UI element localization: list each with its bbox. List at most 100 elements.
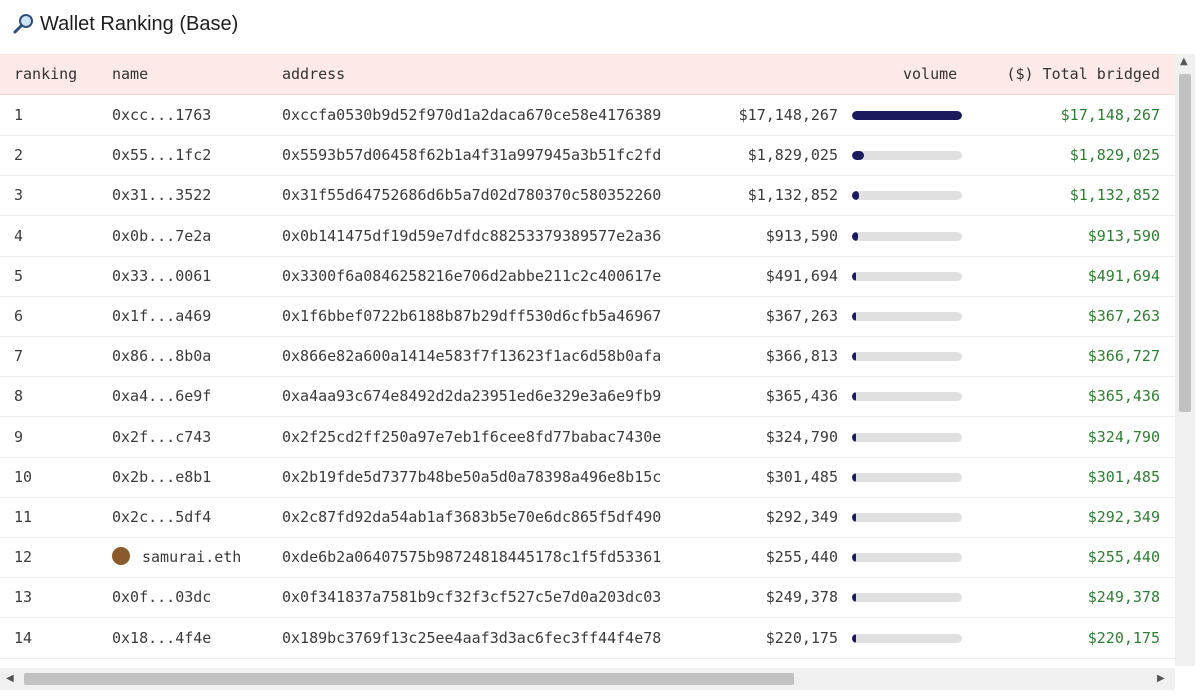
- table-row[interactable]: 2 0x55...1fc2 0x5593b57d06458f62b1a4f31a99…: [0, 135, 1175, 177]
- address-cell[interactable]: 0x3300f6a0846258216e706d2abbe211c2c40061…: [282, 266, 662, 285]
- name-cell[interactable]: 0xa4...6e9f: [112, 387, 212, 406]
- table-row[interactable]: 5 0x33...0061 0x3300f6a0846258216e706d2abb…: [0, 256, 1175, 297]
- table-row[interactable]: 15: [0, 658, 1175, 666]
- volume-bar-track: [852, 231, 962, 241]
- table-row[interactable]: 14 0x18...4f4e 0x189bc3769f13c25ee4aaf3d3a…: [0, 618, 1175, 659]
- name-cell[interactable]: 0x33...0061: [112, 266, 212, 285]
- table-row[interactable]: 9 0x2f...c743 0x2f25cd2ff250a97e7eb1f6cee8…: [0, 417, 1175, 458]
- total-bridged-cell: $367,263: [1087, 307, 1160, 325]
- volume-bar: [852, 352, 856, 362]
- volume-bar: [852, 151, 864, 161]
- name-cell[interactable]: 0x55...1fc2: [112, 146, 212, 165]
- table-row[interactable]: 3 0x31...3522 0x31f55d64752686d6b5a7d02d78…: [0, 175, 1175, 217]
- name-cell[interactable]: 0x2b...e8b1: [112, 467, 212, 486]
- volume-cell: $913,590: [765, 226, 838, 245]
- table-row[interactable]: 7 0x86...8b0a 0x866e82a600a1414e583f7f1362…: [0, 336, 1175, 378]
- total-bridged-cell: $17,148,267: [1060, 106, 1160, 124]
- magnifier-icon: [13, 14, 33, 34]
- total-bridged-cell: $1,132,852: [1069, 186, 1160, 205]
- volume-bar: [852, 312, 856, 321]
- address-cell[interactable]: 0x2f25cd2ff250a97e7eb1f6cee8fd77babac743…: [282, 427, 662, 446]
- volume-bar: [852, 191, 860, 201]
- total-bridged-cell: $255,440: [1087, 548, 1160, 567]
- scroll-up-arrow-icon[interactable]: ▲: [1180, 56, 1188, 67]
- page-title: Wallet Ranking (Base): [40, 13, 239, 35]
- address-cell[interactable]: 0x5593b57d06458f62b1a4f31a997945a3b51fc2…: [282, 146, 662, 165]
- column-header-ranking[interactable]: ranking: [14, 65, 78, 83]
- volume-bar: [852, 472, 856, 482]
- rank-cell: 3: [14, 186, 24, 205]
- table-row[interactable]: 6 0x1f...a469 0x1f6bbef0722b6188b87b29dff5…: [0, 296, 1175, 337]
- address-cell[interactable]: 0xccfa0530b9d52f970d1a2daca670ce58e41763…: [282, 106, 662, 124]
- rank-cell: 8: [14, 387, 24, 406]
- address-cell[interactable]: 0x866e82a600a1414e583f7f13623f1ac6d58b0a…: [282, 347, 662, 366]
- volume-bar: [852, 633, 856, 643]
- horizontal-scrollbar[interactable]: ◀ ▶: [0, 668, 1175, 690]
- name-cell[interactable]: 0x2c...5df4: [112, 508, 212, 526]
- vertical-scrollbar[interactable]: ▲: [1175, 54, 1195, 666]
- address-cell[interactable]: 0x31f55d64752686d6b5a7d02d780370c5803522…: [282, 186, 662, 205]
- rank-cell: 12: [14, 548, 33, 567]
- table-row[interactable]: 1 0xcc...1763 0xccfa0530b9d52f970d1a2daca6…: [0, 95, 1175, 136]
- volume-cell: $324,790: [765, 427, 838, 446]
- horizontal-scroll-thumb[interactable]: [24, 673, 794, 685]
- scroll-left-arrow-icon[interactable]: ◀: [6, 673, 14, 684]
- name-label: samurai.eth: [142, 548, 242, 567]
- address-cell[interactable]: 0x189bc3769f13c25ee4aaf3d3ac6fec3ff44f4e…: [282, 628, 662, 647]
- volume-bar-track: [852, 633, 962, 643]
- volume-cell: $249,378: [765, 588, 838, 607]
- name-cell[interactable]: 0x18...4f4e: [112, 628, 212, 647]
- name-cell[interactable]: 0x31...3522: [112, 186, 212, 205]
- name-cell[interactable]: 0x0b...7e2a: [112, 226, 212, 245]
- table-row[interactable]: 12 samurai.eth 0xde6b2a06407575b9872481844…: [0, 537, 1175, 579]
- table-header: ranking name address volume ($) Total br…: [0, 54, 1175, 95]
- volume-cell: $292,349: [765, 508, 838, 526]
- name-cell[interactable]: samurai.eth: [112, 537, 241, 577]
- column-header-volume[interactable]: volume: [903, 65, 958, 83]
- total-bridged-cell: $324,790: [1087, 427, 1160, 446]
- vertical-scroll-thumb[interactable]: [1179, 74, 1191, 412]
- address-cell[interactable]: 0x2b19fde5d7377b48be50a5d0a78398a496e8b1…: [282, 467, 662, 486]
- volume-bar-track: [852, 151, 962, 161]
- scroll-right-arrow-icon[interactable]: ▶: [1157, 673, 1165, 684]
- address-cell[interactable]: 0x0b141475df19d59e7dfdc88253379389577e2a…: [282, 226, 662, 245]
- rank-cell: 14: [14, 628, 33, 647]
- volume-bar: [852, 432, 856, 442]
- address-cell[interactable]: 0x2c87fd92da54ab1af3683b5e70e6dc865f5df4…: [282, 508, 662, 526]
- name-cell[interactable]: 0x0f...03dc: [112, 588, 212, 607]
- volume-bar: [852, 111, 962, 120]
- table-row[interactable]: 8 0xa4...6e9f 0xa4aa93c674e8492d2da23951ed…: [0, 376, 1175, 418]
- volume-cell: $301,485: [765, 467, 838, 486]
- address-cell[interactable]: 0xde6b2a06407575b98724818445178c1f5fd533…: [282, 548, 662, 567]
- rank-cell: 13: [14, 588, 33, 607]
- total-bridged-cell: $1,829,025: [1069, 146, 1160, 165]
- rank-cell: 10: [14, 467, 33, 486]
- address-cell[interactable]: 0x1f6bbef0722b6188b87b29dff530d6cfb5a469…: [282, 307, 662, 325]
- name-cell[interactable]: 0x2f...c743: [112, 427, 212, 446]
- address-cell[interactable]: 0xa4aa93c674e8492d2da23951ed6e329e3a6e9f…: [282, 387, 662, 406]
- volume-bar: [852, 593, 856, 603]
- volume-bar-track: [852, 392, 962, 402]
- volume-bar-track: [852, 352, 962, 362]
- column-header-address[interactable]: address: [282, 65, 346, 83]
- volume-cell: $220,175: [765, 628, 838, 647]
- volume-bar: [852, 392, 856, 402]
- volume-bar-track: [852, 553, 962, 563]
- rank-cell: 11: [14, 508, 33, 526]
- table-row[interactable]: 4 0x0b...7e2a 0x0b141475df19d59e7dfdc88253…: [0, 216, 1175, 257]
- table-row[interactable]: 13 0x0f...03dc 0x0f341837a7581b9cf32f3cf52…: [0, 577, 1175, 619]
- address-cell[interactable]: 0x0f341837a7581b9cf32f3cf527c5e7d0a203dc…: [282, 588, 662, 607]
- volume-bar: [852, 231, 858, 241]
- name-cell[interactable]: 0xcc...1763: [112, 106, 212, 124]
- total-bridged-cell: $301,485: [1087, 467, 1160, 486]
- column-header-name[interactable]: name: [112, 65, 149, 83]
- total-bridged-cell: $913,590: [1087, 226, 1160, 245]
- name-cell[interactable]: 0x1f...a469: [112, 307, 212, 325]
- table-row[interactable]: 10 0x2b...e8b1 0x2b19fde5d7377b48be50a5d0a…: [0, 457, 1175, 498]
- table-row[interactable]: 11 0x2c...5df4 0x2c87fd92da54ab1af3683b5e7…: [0, 497, 1175, 538]
- name-cell[interactable]: 0x86...8b0a: [112, 347, 212, 366]
- volume-cell: $366,813: [765, 347, 838, 366]
- column-header-total-bridged[interactable]: ($) Total bridged: [1006, 65, 1160, 83]
- total-bridged-cell: $365,436: [1087, 387, 1160, 406]
- volume-cell: $1,132,852: [747, 186, 838, 205]
